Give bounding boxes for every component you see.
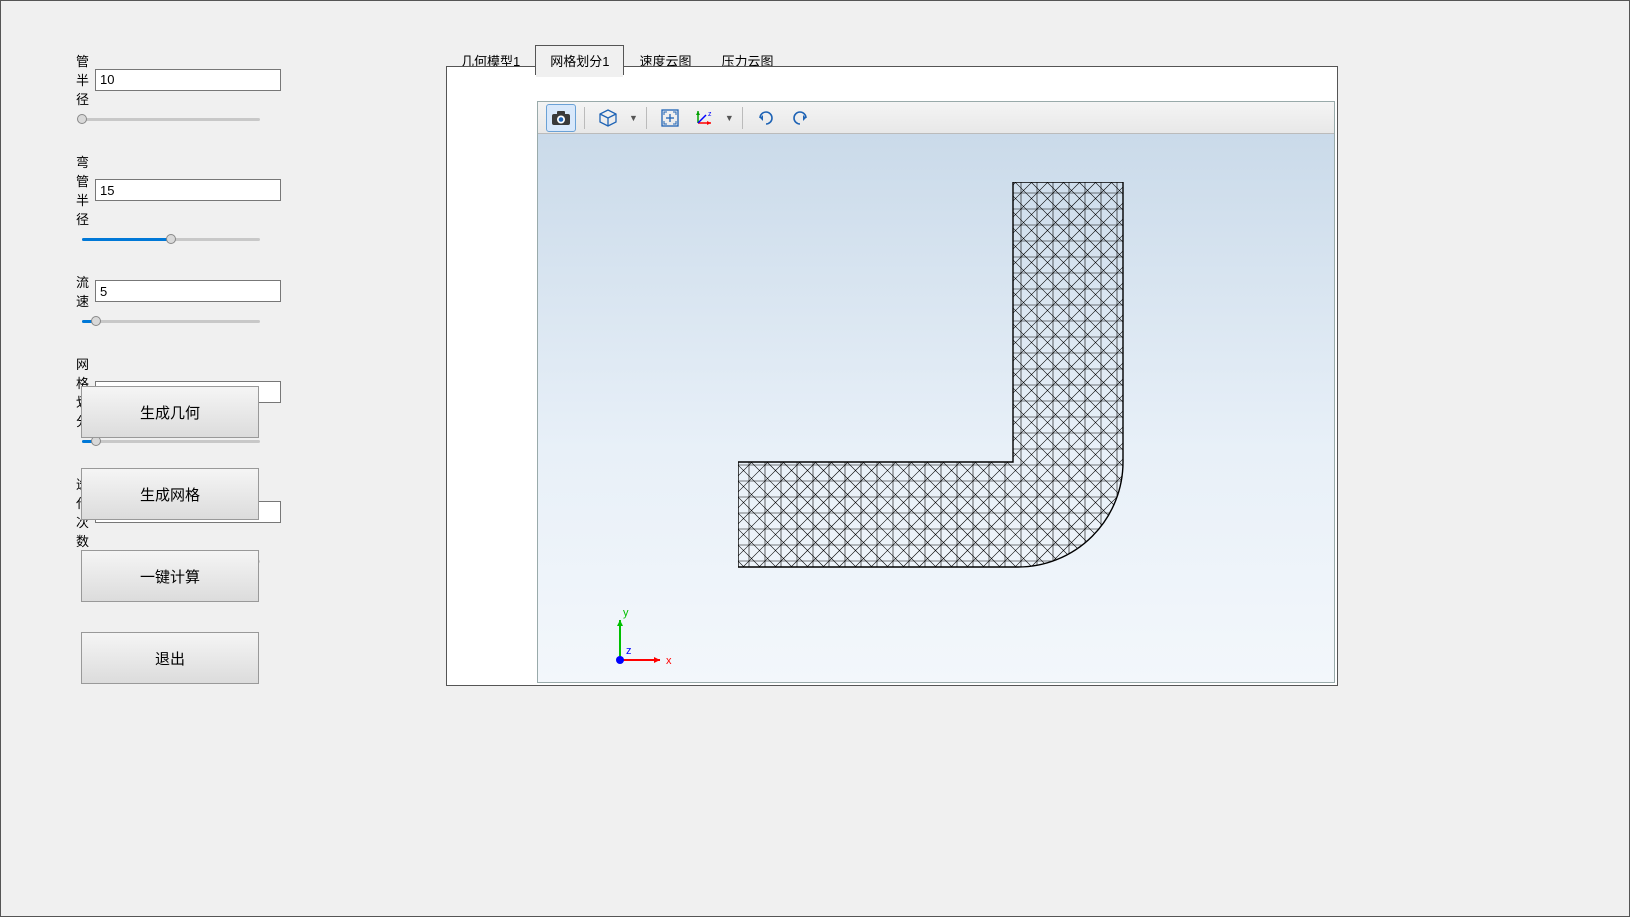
param-slider-bend_radius[interactable] bbox=[82, 234, 260, 244]
param-row-bend_radius: 弯管半径 bbox=[76, 152, 266, 244]
action-button-group: 生成几何 生成网格 一键计算 退出 bbox=[81, 386, 259, 684]
param-slider-pipe_radius[interactable] bbox=[82, 114, 260, 124]
viewer-toolbar: ▼ z ▼ bbox=[538, 102, 1334, 134]
toolbar-separator bbox=[742, 107, 743, 129]
camera-icon[interactable] bbox=[546, 104, 576, 132]
toolbar-separator bbox=[646, 107, 647, 129]
rotate-cw-icon[interactable] bbox=[785, 104, 815, 132]
view-cube-dropdown-caret[interactable]: ▼ bbox=[629, 113, 638, 123]
param-label-bend_radius: 弯管半径 bbox=[76, 152, 89, 228]
generate-mesh-button[interactable]: 生成网格 bbox=[81, 468, 259, 520]
mesh-figure bbox=[738, 182, 1158, 602]
app-window: 管半径弯管半径流速网格划分迭代次数 生成几何 生成网格 一键计算 退出 几何模型… bbox=[0, 0, 1630, 917]
param-label-velocity: 流速 bbox=[76, 272, 89, 310]
tab-mesh[interactable]: 网格划分1 bbox=[535, 45, 624, 75]
viewer-3d[interactable]: ▼ z ▼ x y z bbox=[537, 101, 1335, 683]
view-cube-icon[interactable] bbox=[593, 104, 623, 132]
param-input-bend_radius[interactable] bbox=[95, 179, 281, 201]
axis-triad-dropdown-caret[interactable]: ▼ bbox=[725, 113, 734, 123]
fit-view-icon[interactable] bbox=[655, 104, 685, 132]
preview-frame: ▼ z ▼ x y z bbox=[446, 66, 1338, 686]
axis-gizmo: x y z bbox=[608, 602, 678, 672]
exit-button[interactable]: 退出 bbox=[81, 632, 259, 684]
compute-button[interactable]: 一键计算 bbox=[81, 550, 259, 602]
axis-x-label: x bbox=[666, 655, 672, 667]
axis-z-label: z bbox=[626, 645, 632, 657]
rotate-ccw-icon[interactable] bbox=[751, 104, 781, 132]
generate-geometry-button[interactable]: 生成几何 bbox=[81, 386, 259, 438]
axis-y-label: y bbox=[623, 607, 629, 619]
param-label-pipe_radius: 管半径 bbox=[76, 51, 89, 108]
axis-triad-icon[interactable]: z bbox=[689, 104, 719, 132]
param-row-pipe_radius: 管半径 bbox=[76, 51, 266, 124]
param-input-pipe_radius[interactable] bbox=[95, 69, 281, 91]
param-slider-velocity[interactable] bbox=[82, 316, 260, 326]
svg-text:z: z bbox=[708, 111, 712, 118]
param-input-velocity[interactable] bbox=[95, 280, 281, 302]
toolbar-separator bbox=[584, 107, 585, 129]
param-row-velocity: 流速 bbox=[76, 272, 266, 326]
